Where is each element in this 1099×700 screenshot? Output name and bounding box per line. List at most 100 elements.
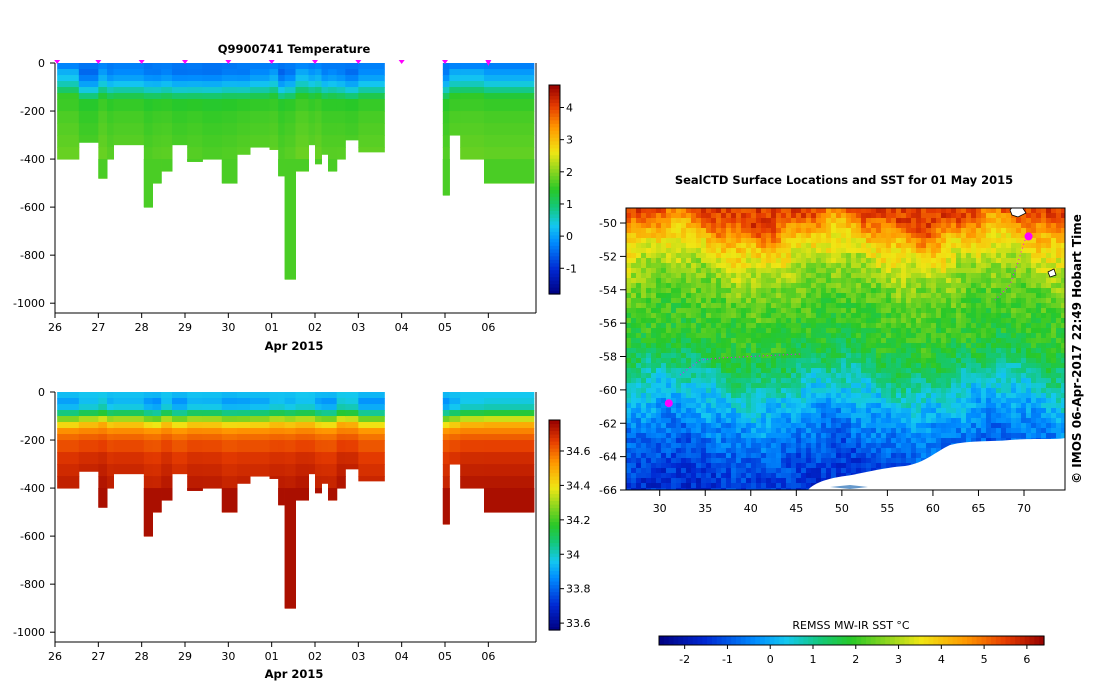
sst-cell xyxy=(956,373,962,379)
salinity-cell xyxy=(237,416,251,423)
sst-cell xyxy=(696,388,702,394)
sst-cell xyxy=(766,403,772,409)
sst-cell xyxy=(891,218,897,224)
sst-cell xyxy=(726,358,732,364)
salinity-cell xyxy=(460,440,485,453)
sst-cell xyxy=(686,283,692,289)
sst-cell xyxy=(626,248,632,254)
x-tick-label: 04 xyxy=(395,650,409,663)
sst-cell xyxy=(746,253,752,259)
sst-cell xyxy=(661,338,667,344)
sst-cell xyxy=(936,403,942,409)
sst-cell xyxy=(641,358,647,364)
sst-cell xyxy=(711,348,717,354)
sst-cell xyxy=(666,213,672,219)
sst-cell xyxy=(871,418,877,424)
sst-cell xyxy=(841,403,847,409)
sst-cell xyxy=(781,363,787,369)
sst-cell xyxy=(721,348,727,354)
sst-cell xyxy=(821,318,827,324)
sst-cell xyxy=(756,293,762,299)
sst-cell xyxy=(821,308,827,314)
sst-cell xyxy=(821,353,827,359)
sst-cell xyxy=(856,393,862,399)
sst-cell xyxy=(736,283,742,289)
sst-cell xyxy=(991,293,997,299)
sst-cell xyxy=(731,353,737,359)
sst-cell xyxy=(971,323,977,329)
sst-cell xyxy=(781,213,787,219)
temperature-plot xyxy=(57,63,535,280)
sst-cell xyxy=(1051,348,1057,354)
sst-cell xyxy=(806,233,812,239)
temperature-cell xyxy=(321,75,329,82)
sst-cell xyxy=(1056,243,1062,249)
sst-cell xyxy=(836,288,842,294)
sst-cell xyxy=(876,298,882,304)
sst-cell xyxy=(681,248,687,254)
sst-cell xyxy=(781,243,787,249)
sst-cell xyxy=(906,343,912,349)
sst-cell xyxy=(1031,263,1037,269)
sst-cell xyxy=(831,213,837,219)
sst-cell xyxy=(816,403,822,409)
sst-cell xyxy=(841,213,847,219)
sst-cell xyxy=(696,283,702,289)
sst-cell xyxy=(691,423,697,429)
sst-cell xyxy=(721,238,727,244)
colorbar-segment xyxy=(549,532,560,537)
sst-cell xyxy=(776,358,782,364)
sst-cell xyxy=(986,273,992,279)
sst-cell xyxy=(876,208,882,214)
sst-cell xyxy=(936,228,942,234)
sst-cell xyxy=(951,428,957,434)
sst-cell xyxy=(736,268,742,274)
sst-cell xyxy=(691,408,697,414)
sst-cell xyxy=(1061,373,1065,379)
sst-cell xyxy=(766,268,772,274)
sst-cell xyxy=(936,243,942,249)
sst-cell xyxy=(936,283,942,289)
salinity-cell xyxy=(107,434,114,441)
sst-cell xyxy=(1016,338,1022,344)
sst-cell xyxy=(736,298,742,304)
sst-cell xyxy=(706,353,712,359)
sst-cell xyxy=(801,298,807,304)
sst-cell xyxy=(631,323,637,329)
sst-cell xyxy=(661,223,667,229)
sst-cell xyxy=(796,398,802,404)
sst-cell xyxy=(761,298,767,304)
sst-cell xyxy=(731,253,737,259)
salinity-cell xyxy=(321,476,329,484)
sst-cell xyxy=(791,213,797,219)
sst-cell xyxy=(1006,393,1012,399)
sst-cell xyxy=(881,323,887,329)
sst-cell xyxy=(631,253,637,259)
sst-cell xyxy=(936,313,942,319)
sst-cell xyxy=(1056,323,1062,329)
colorbar-tick-label: 4 xyxy=(566,102,573,115)
sst-cell xyxy=(676,418,682,424)
temperature-cell xyxy=(187,75,203,82)
sst-cell xyxy=(916,238,922,244)
sst-cell xyxy=(661,293,667,299)
sst-cell xyxy=(986,293,992,299)
sst-cell xyxy=(861,418,867,424)
sst-cell xyxy=(916,378,922,384)
sst-cell xyxy=(916,418,922,424)
sst-cell xyxy=(806,398,812,404)
sst-cell xyxy=(916,428,922,434)
sst-cell xyxy=(686,298,692,304)
salinity-cell xyxy=(107,422,114,429)
temperature-cell xyxy=(269,81,279,88)
sst-cell xyxy=(871,348,877,354)
sst-cell xyxy=(726,308,732,314)
sst-cell xyxy=(646,213,652,219)
salinity-cell xyxy=(336,434,346,441)
temperature-cell xyxy=(221,147,238,160)
sst-cell xyxy=(846,228,852,234)
sst-cell xyxy=(796,283,802,289)
sst-cell xyxy=(961,328,967,334)
sst-cell xyxy=(716,343,722,349)
sst-cell xyxy=(751,428,757,434)
